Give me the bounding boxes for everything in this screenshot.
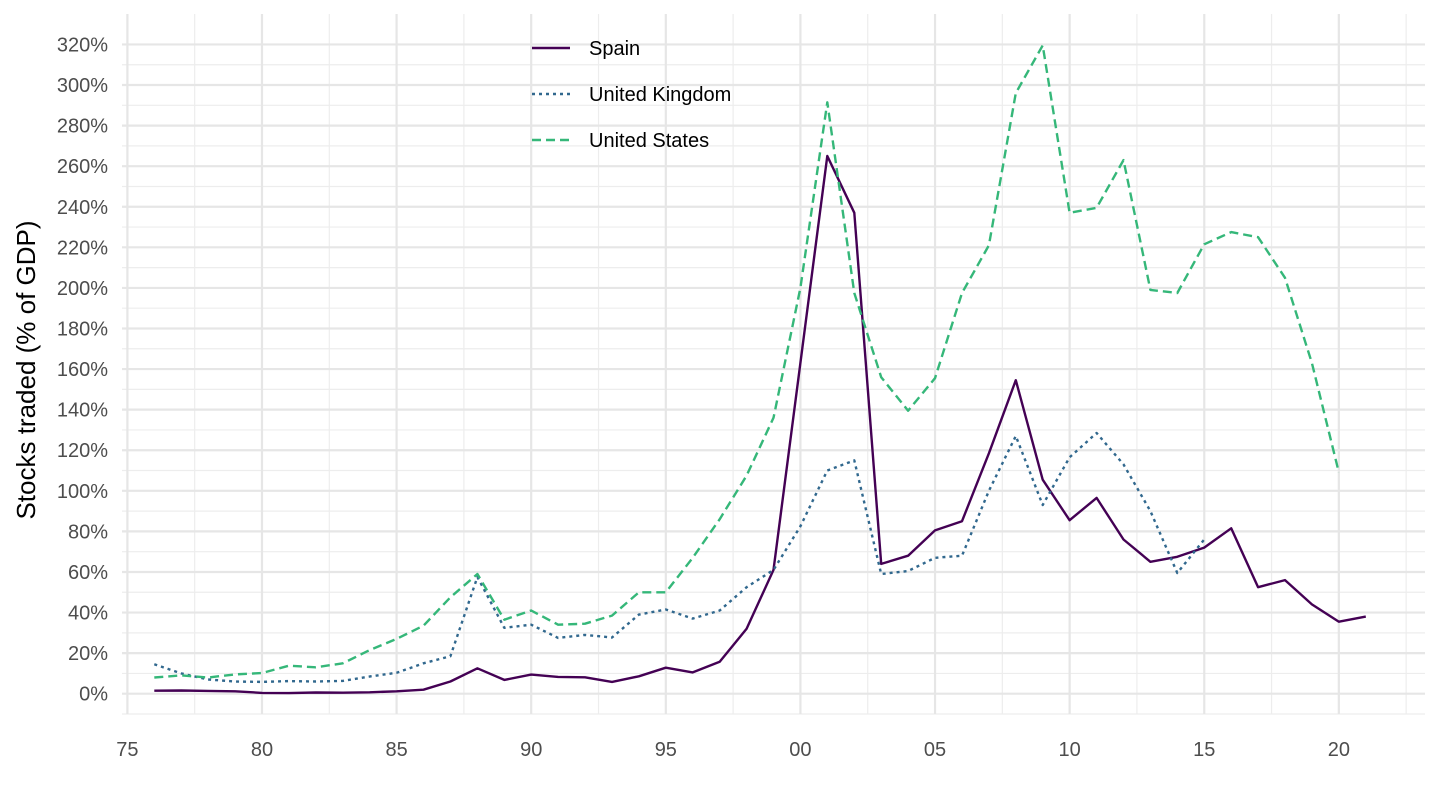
y-tick-label: 280% (57, 116, 108, 138)
x-tick-label: 15 (1193, 739, 1215, 761)
minor-gridlines (122, 14, 1425, 715)
y-axis-tick-labels: 0% 20% 40% 60% 80% 100% 120% 140% 160% 180% 200% 22… (57, 34, 108, 705)
y-tick-label: 260% (57, 156, 108, 178)
x-tick-label: 95 (655, 739, 677, 761)
y-tick-label: 320% (57, 34, 108, 56)
y-tick-label: 0% (79, 684, 108, 706)
x-tick-label: 10 (1059, 739, 1081, 761)
series-line-united-states (154, 44, 1341, 679)
legend-label-united-kingdom: United Kingdom (589, 84, 731, 106)
y-tick-label: 20% (68, 643, 108, 665)
y-tick-label: 200% (57, 278, 108, 300)
y-tick-label: 160% (57, 359, 108, 381)
x-tick-label: 75 (116, 739, 138, 761)
y-tick-label: 120% (57, 440, 108, 462)
y-tick-label: 220% (57, 237, 108, 259)
x-tick-label: 90 (520, 739, 542, 761)
y-tick-label: 140% (57, 400, 108, 422)
x-tick-label: 85 (385, 739, 407, 761)
legend-label-united-states: United States (589, 130, 709, 152)
y-tick-label: 60% (68, 562, 108, 584)
y-tick-label: 300% (57, 75, 108, 97)
x-tick-label: 20 (1328, 739, 1350, 761)
y-tick-label: 180% (57, 318, 108, 340)
x-tick-label: 05 (924, 739, 946, 761)
series-lines (153, 44, 1367, 695)
legend-label-spain: Spain (589, 38, 640, 60)
y-tick-label: 100% (57, 481, 108, 503)
x-tick-label: 00 (789, 739, 811, 761)
y-tick-label: 40% (68, 603, 108, 625)
y-axis-title: Stocks traded (% of GDP) (11, 220, 41, 519)
y-tick-label: 80% (68, 521, 108, 543)
series-line-spain (154, 154, 1367, 695)
x-tick-label: 80 (251, 739, 273, 761)
legend: Spain United Kingdom United States (532, 38, 731, 152)
x-axis-tick-labels: 75 80 85 90 95 00 05 10 15 20 (116, 739, 1350, 761)
y-tick-label: 240% (57, 197, 108, 219)
major-gridlines (122, 14, 1425, 714)
series-line-united-kingdom (153, 431, 1206, 684)
